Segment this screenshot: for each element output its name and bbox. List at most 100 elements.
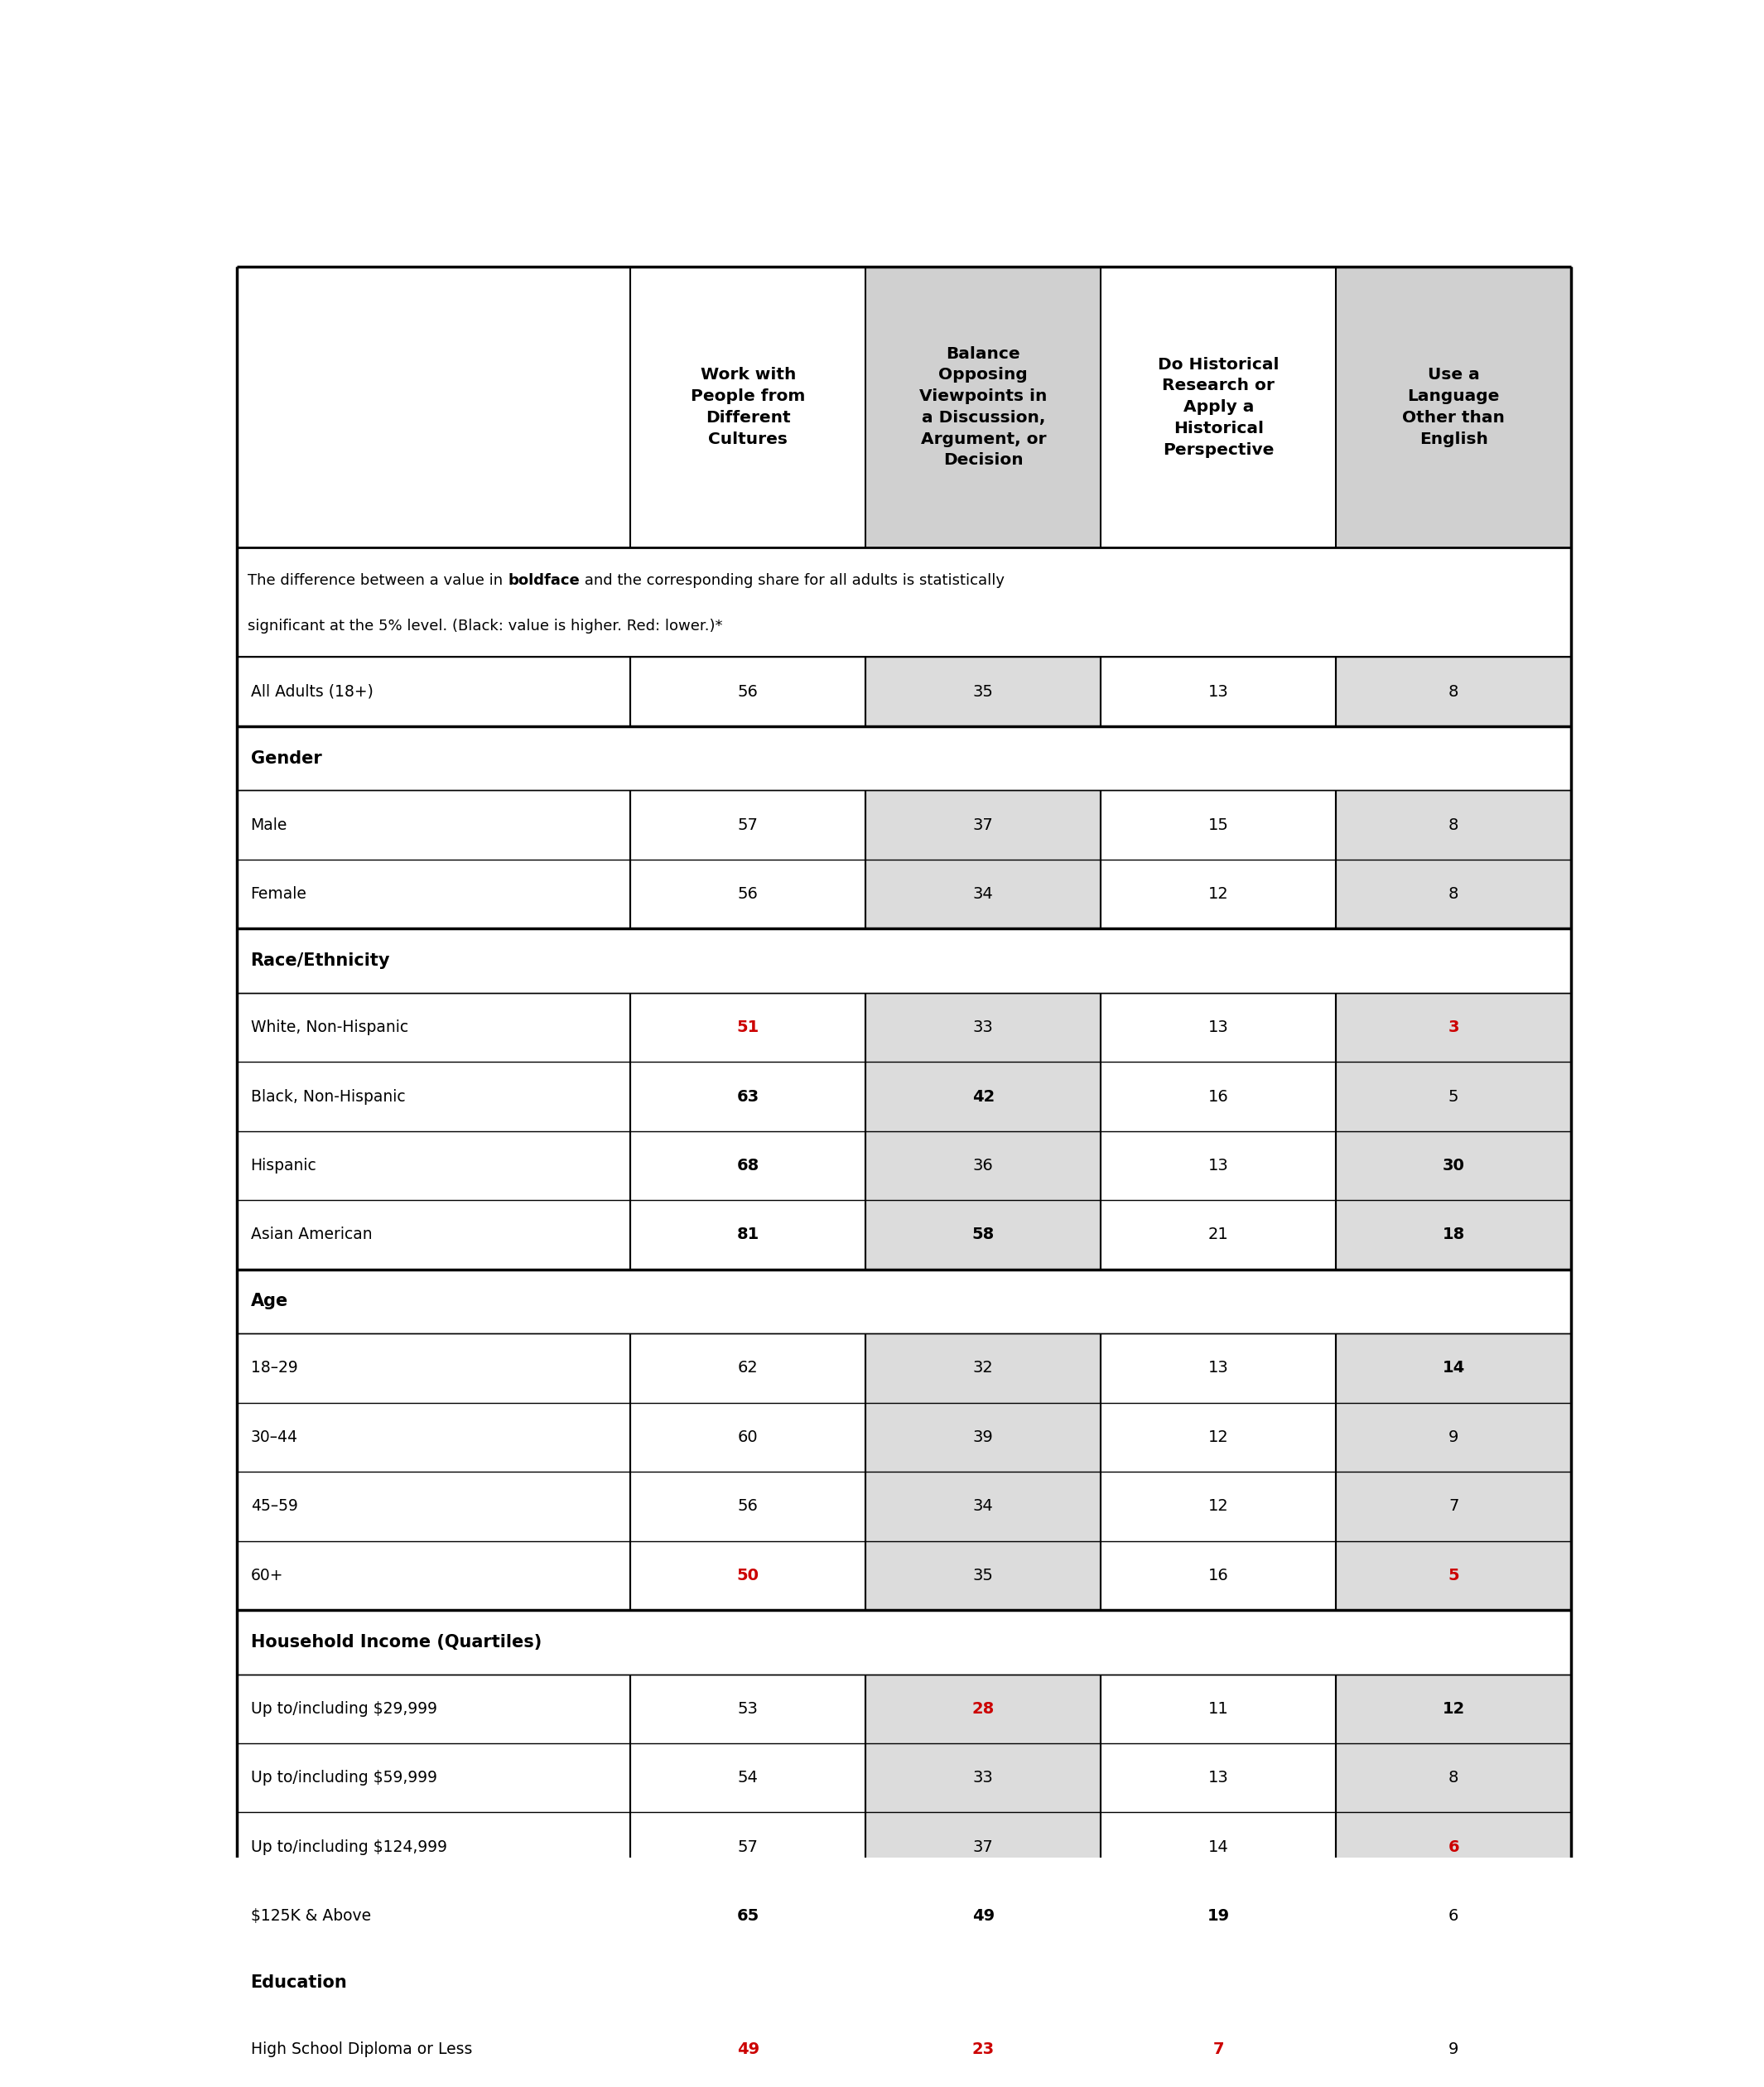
Text: 60: 60 xyxy=(737,1430,759,1444)
Bar xyxy=(866,1471,1101,1540)
Bar xyxy=(1335,1674,1572,1743)
Text: Black, Non-Hispanic: Black, Non-Hispanic xyxy=(250,1089,406,1104)
Text: and the corresponding share for all adults is statistically: and the corresponding share for all adul… xyxy=(580,574,1004,589)
Bar xyxy=(630,1402,866,1471)
Bar xyxy=(236,657,630,726)
Text: 6: 6 xyxy=(1448,1908,1459,1924)
Bar xyxy=(1335,2085,1572,2087)
Bar xyxy=(236,547,1572,657)
Bar xyxy=(1101,1882,1335,1951)
Text: Asian American: Asian American xyxy=(250,1227,372,1242)
Text: 12: 12 xyxy=(1208,1430,1230,1444)
Text: 60+: 60+ xyxy=(250,1567,284,1584)
Bar xyxy=(630,1743,866,1812)
Text: 12: 12 xyxy=(1443,1701,1464,1718)
Text: $125K & Above: $125K & Above xyxy=(250,1908,370,1924)
Text: 5: 5 xyxy=(1448,1567,1459,1584)
Bar xyxy=(236,1200,630,1269)
Text: 3: 3 xyxy=(1448,1021,1459,1035)
Bar xyxy=(630,1540,866,1609)
Bar xyxy=(1101,1200,1335,1269)
Text: Up to/including $59,999: Up to/including $59,999 xyxy=(250,1770,437,1786)
Text: Balance
Opposing
Viewpoints in
a Discussion,
Argument, or
Decision: Balance Opposing Viewpoints in a Discuss… xyxy=(919,346,1048,467)
Bar xyxy=(236,993,630,1062)
Text: 37: 37 xyxy=(974,1839,993,1855)
Bar xyxy=(866,1540,1101,1609)
Text: 8: 8 xyxy=(1448,1770,1459,1786)
Bar xyxy=(1335,2014,1572,2085)
Text: 8: 8 xyxy=(1448,818,1459,833)
Text: 56: 56 xyxy=(737,1498,759,1515)
Text: All Adults (18+): All Adults (18+) xyxy=(250,685,372,699)
Text: 56: 56 xyxy=(737,685,759,699)
Bar xyxy=(236,1334,630,1402)
Bar xyxy=(236,791,630,860)
Bar xyxy=(630,993,866,1062)
Bar xyxy=(1335,993,1572,1062)
Bar xyxy=(1335,1540,1572,1609)
Text: 8: 8 xyxy=(1448,685,1459,699)
Bar xyxy=(866,791,1101,860)
Bar xyxy=(1101,2014,1335,2085)
Bar xyxy=(1335,267,1572,547)
Text: 8: 8 xyxy=(1448,887,1459,902)
Text: 28: 28 xyxy=(972,1701,995,1718)
Text: 49: 49 xyxy=(972,1908,995,1924)
Bar xyxy=(630,1200,866,1269)
Text: 45–59: 45–59 xyxy=(250,1498,298,1515)
Text: 12: 12 xyxy=(1208,887,1230,902)
Bar xyxy=(1335,1882,1572,1951)
Bar xyxy=(1335,1471,1572,1540)
Bar xyxy=(866,860,1101,929)
Text: Race/Ethnicity: Race/Ethnicity xyxy=(250,952,390,968)
Text: 16: 16 xyxy=(1208,1089,1230,1104)
Bar xyxy=(866,1743,1101,1812)
Bar xyxy=(1335,1743,1572,1812)
Bar xyxy=(866,993,1101,1062)
Bar xyxy=(1101,1812,1335,1882)
Text: 33: 33 xyxy=(974,1021,993,1035)
Bar xyxy=(236,1674,630,1743)
Text: Do Historical
Research or
Apply a
Historical
Perspective: Do Historical Research or Apply a Histor… xyxy=(1157,357,1279,457)
Bar xyxy=(866,1131,1101,1200)
Text: 62: 62 xyxy=(737,1361,759,1375)
Text: 35: 35 xyxy=(974,685,993,699)
Text: 13: 13 xyxy=(1208,1770,1230,1786)
Bar xyxy=(866,2085,1101,2087)
Bar xyxy=(236,860,630,929)
Bar xyxy=(1101,791,1335,860)
Text: 33: 33 xyxy=(974,1770,993,1786)
Text: 14: 14 xyxy=(1208,1839,1230,1855)
Text: 12: 12 xyxy=(1208,1498,1230,1515)
Bar xyxy=(1335,860,1572,929)
Bar xyxy=(1101,1062,1335,1131)
Text: 37: 37 xyxy=(974,818,993,833)
Bar xyxy=(630,1334,866,1402)
Text: 65: 65 xyxy=(737,1908,759,1924)
Bar xyxy=(866,1402,1101,1471)
Bar xyxy=(866,267,1101,547)
Bar xyxy=(866,1334,1101,1402)
Bar xyxy=(630,2014,866,2085)
Bar xyxy=(236,1609,1572,1674)
Bar xyxy=(236,1951,1572,2014)
Text: White, Non-Hispanic: White, Non-Hispanic xyxy=(250,1021,407,1035)
Text: 13: 13 xyxy=(1208,1361,1230,1375)
Bar xyxy=(1101,860,1335,929)
Text: 81: 81 xyxy=(737,1227,759,1242)
Text: boldface: boldface xyxy=(508,574,580,589)
Text: 19: 19 xyxy=(1207,1908,1230,1924)
Bar xyxy=(236,2014,630,2085)
Bar xyxy=(1101,1540,1335,1609)
Text: Up to/including $124,999: Up to/including $124,999 xyxy=(250,1839,446,1855)
Bar xyxy=(1335,1402,1572,1471)
Bar xyxy=(866,1882,1101,1951)
Bar xyxy=(236,1540,630,1609)
Bar xyxy=(1101,657,1335,726)
Text: 63: 63 xyxy=(737,1089,759,1104)
Text: 42: 42 xyxy=(972,1089,995,1104)
Text: Hispanic: Hispanic xyxy=(250,1158,316,1173)
Text: 6: 6 xyxy=(1448,1839,1459,1855)
Bar xyxy=(866,1200,1101,1269)
Bar xyxy=(236,1743,630,1812)
